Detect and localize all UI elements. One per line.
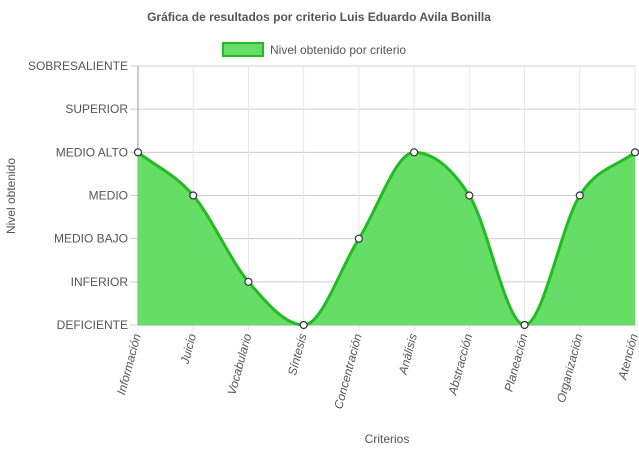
data-point[interactable]: [465, 191, 474, 200]
series-line: [137, 150, 636, 327]
data-point[interactable]: [575, 191, 584, 200]
series-layer: [133, 148, 639, 330]
x-tick-label: Atención: [615, 332, 639, 382]
x-tick-label: Organización: [554, 332, 586, 404]
x-tick-label: Síntesis: [285, 332, 310, 377]
data-point[interactable]: [630, 148, 639, 157]
data-point[interactable]: [299, 320, 308, 330]
y-tick-label: MEDIO ALTO: [56, 145, 128, 159]
x-axis-label: Criterios: [365, 432, 410, 446]
legend[interactable]: Nivel obtenido por criterio: [222, 42, 406, 57]
series-area: [138, 152, 635, 325]
data-point[interactable]: [133, 148, 143, 157]
x-tick-label: Juicio: [177, 332, 199, 367]
x-tick-label: Vocabulario: [225, 332, 255, 397]
y-tick-label: SUPERIOR: [65, 102, 128, 116]
x-tick-label: Abstracción: [445, 332, 475, 397]
y-tick-label: DEFICIENTE: [57, 318, 128, 332]
data-point[interactable]: [244, 277, 253, 286]
legend-label: Nivel obtenido por criterio: [270, 43, 406, 57]
data-point[interactable]: [354, 234, 363, 243]
x-axis-ticks: Información Juicio Vocabulario Síntesis Conc…: [114, 332, 639, 411]
x-tick-label: Planeación: [502, 332, 531, 393]
y-axis-ticks: DEFICIENTE INFERIOR MEDIO BAJO MEDIO MEDIO A…: [28, 59, 128, 332]
x-tick-label: Análisis: [396, 332, 420, 377]
y-tick-label: MEDIO: [89, 189, 128, 203]
chart-title: Gráfica de resultados por criterio Luis …: [147, 10, 491, 24]
y-tick-label: SOBRESALIENTE: [28, 59, 128, 73]
legend-swatch: [222, 42, 264, 57]
y-tick-label: INFERIOR: [71, 275, 129, 289]
y-tick-label: MEDIO BAJO: [54, 232, 128, 246]
data-point[interactable]: [410, 148, 419, 157]
data-point[interactable]: [189, 191, 198, 200]
y-axis-label: Nivel obtenido: [4, 158, 18, 234]
x-tick-label: Concentración: [331, 332, 365, 411]
data-point[interactable]: [520, 320, 529, 330]
x-tick-label: Información: [114, 332, 144, 396]
